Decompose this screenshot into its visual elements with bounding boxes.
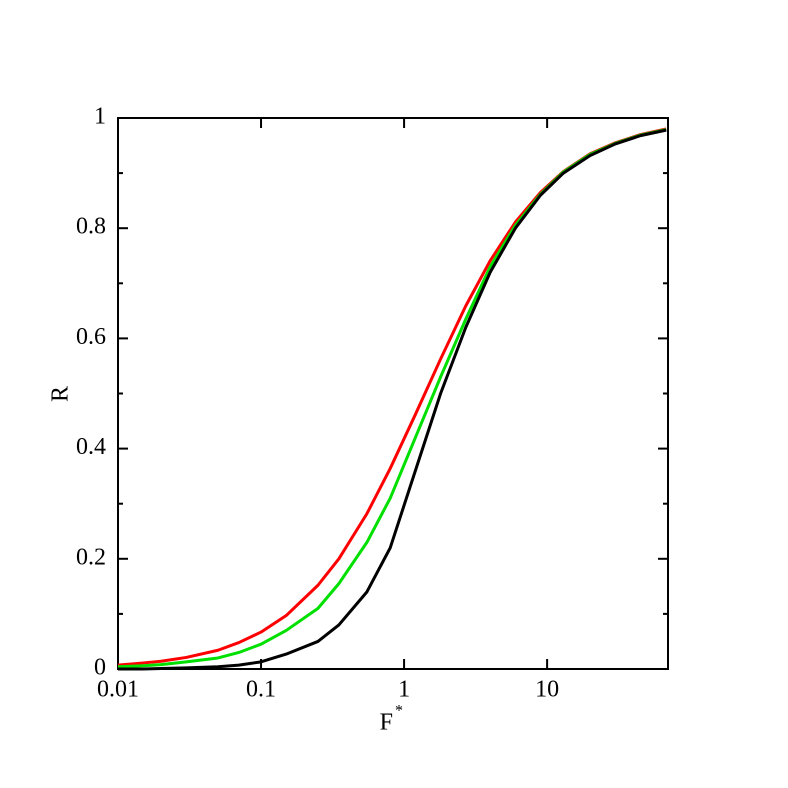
x-tick-label: 10 xyxy=(535,677,559,703)
y-tick-label: 0 xyxy=(94,655,106,681)
x-tick-label: 1 xyxy=(398,677,410,703)
x-axis-label: F xyxy=(380,710,393,736)
y-tick-label: 0.8 xyxy=(76,214,106,240)
y-tick-label: 1 xyxy=(94,104,106,130)
y-tick-label: 0.4 xyxy=(76,434,106,460)
plot-frame xyxy=(117,117,669,670)
y-tick-label: 0.2 xyxy=(76,544,106,570)
x-tick-label: 0.01 xyxy=(97,677,139,703)
x-axis-label-sup: * xyxy=(395,703,403,720)
data-line xyxy=(118,128,667,671)
data-line xyxy=(117,128,667,669)
y-axis-label: R xyxy=(48,386,74,402)
data-line xyxy=(117,127,667,667)
x-tick-label: 0.1 xyxy=(246,677,276,703)
y-tick-label: 0.6 xyxy=(76,324,106,350)
